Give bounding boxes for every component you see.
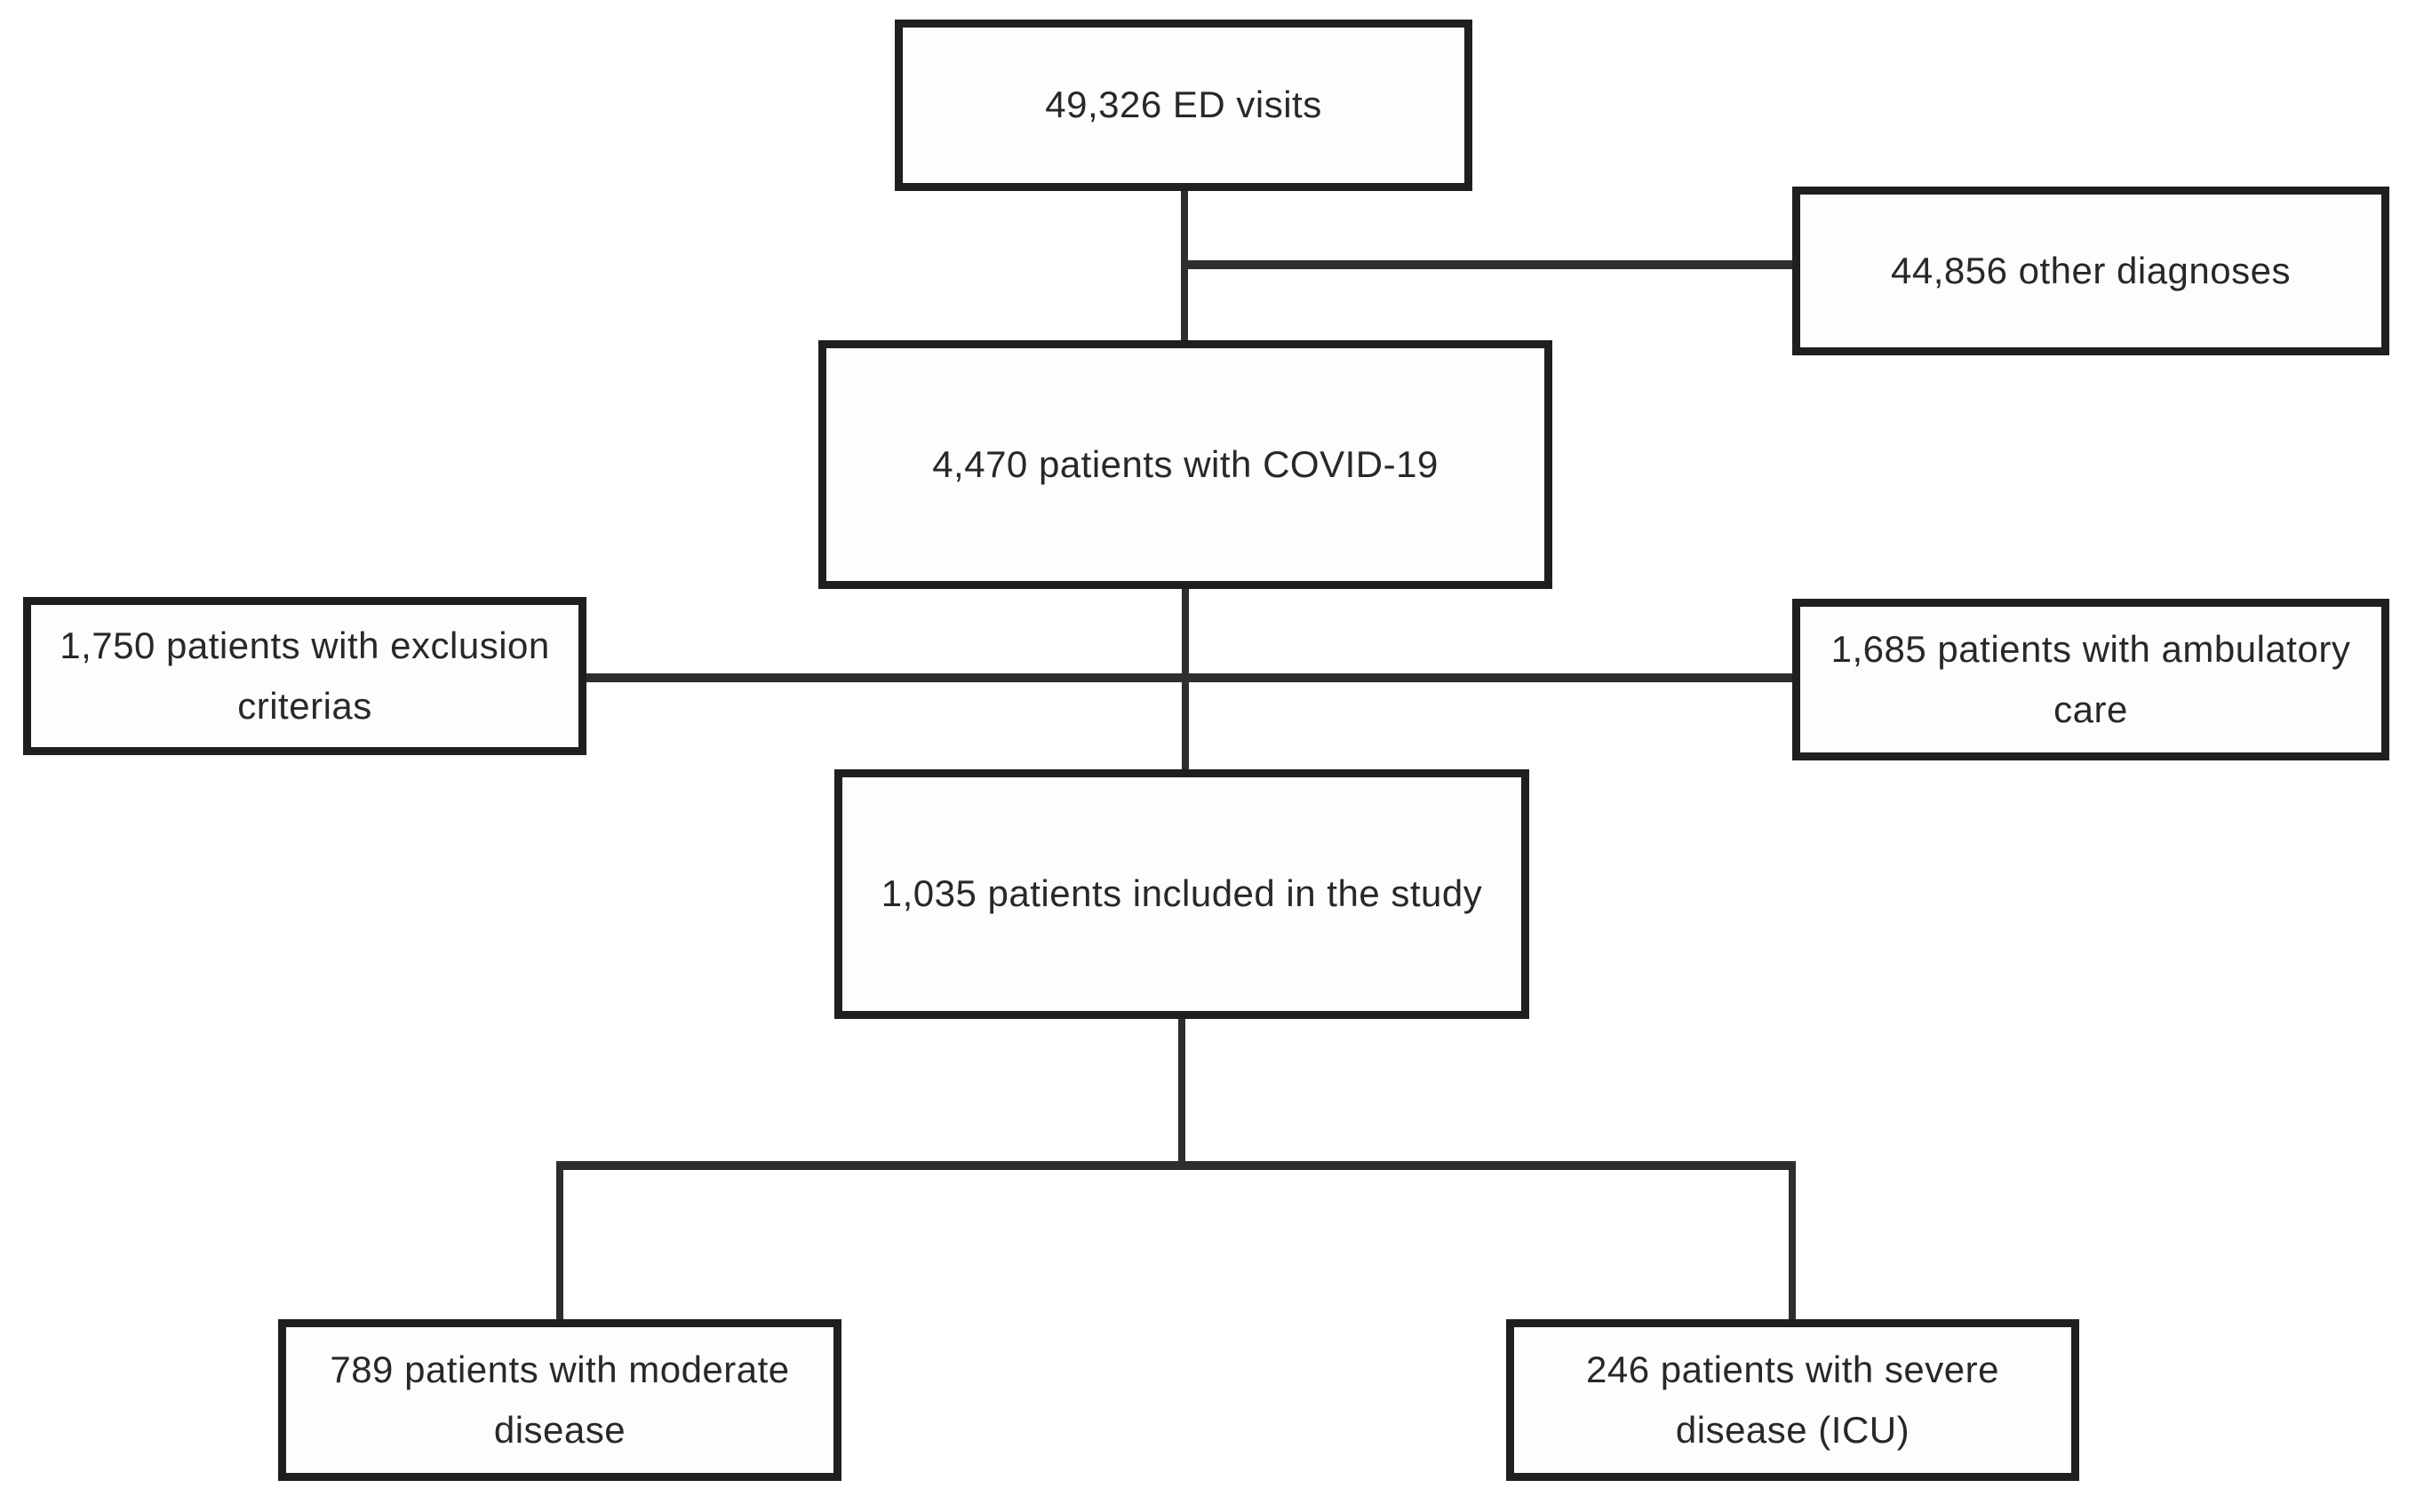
flow-node-other-diagnoses: 44,856 other diagnoses [1792, 187, 2389, 355]
connector-branch-other-diagnoses [1184, 260, 1796, 269]
connector-split-horizontal [556, 1161, 1796, 1170]
connector-drop-severe [1789, 1165, 1796, 1321]
flow-node-covid-patients: 4,470 patients with COVID-19 [818, 340, 1552, 589]
flow-node-severe-disease-icu: 246 patients with severe disease (ICU) [1506, 1319, 2079, 1481]
connector-branch-exclusion-ambulatory [583, 673, 1796, 682]
flow-node-moderate-disease: 789 patients with moderate disease [278, 1319, 841, 1481]
connector-included-down [1178, 1017, 1185, 1168]
flow-node-ambulatory-care: 1,685 patients with ambulatory care [1792, 599, 2389, 760]
flow-node-ed-visits: 49,326 ED visits [895, 20, 1472, 191]
flow-node-exclusion-criterias: 1,750 patients with exclusion criterias [23, 597, 586, 755]
connector-drop-moderate [556, 1165, 563, 1321]
flow-node-included-in-study: 1,035 patients included in the study [834, 769, 1529, 1019]
